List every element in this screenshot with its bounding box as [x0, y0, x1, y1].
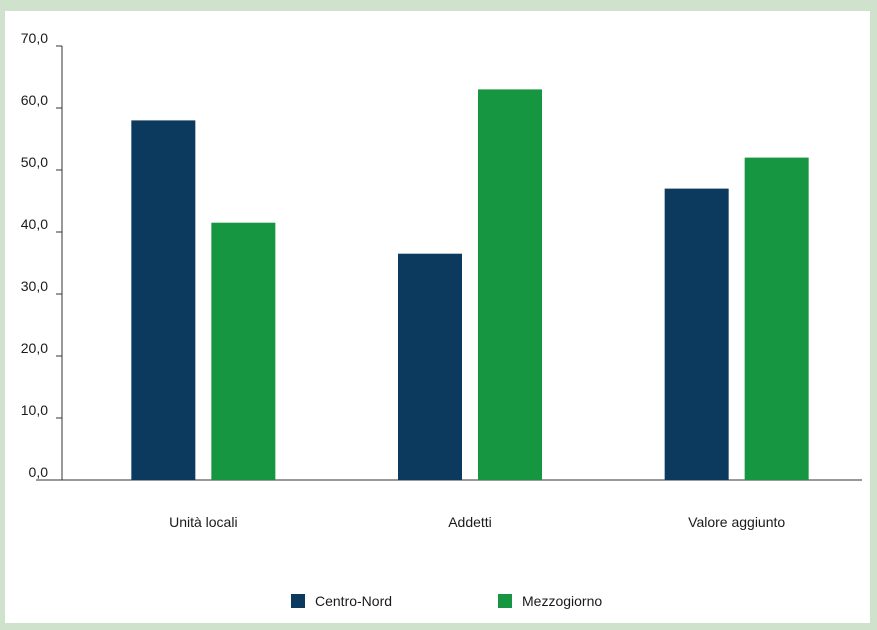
bar-centro-nord-0 [131, 120, 196, 481]
y-tick-label: 50,0 [21, 154, 48, 170]
y-tick-label: 60,0 [21, 92, 48, 108]
y-tick-label: 0,0 [29, 464, 49, 480]
category-label: Valore aggiunto [688, 514, 785, 530]
bar-mezzogiorno-2 [744, 157, 809, 480]
bar-centro-nord-1 [398, 253, 462, 480]
y-tick-label: 40,0 [21, 216, 48, 232]
y-tick-label: 70,0 [21, 30, 48, 46]
y-axis: 0,0 10,0 20,0 30,0 40,0 50,0 60,0 70,0 [21, 30, 63, 481]
y-tick-label: 30,0 [21, 278, 48, 294]
y-tick-label: 10,0 [21, 402, 48, 418]
legend: Centro-Nord Mezzogiorno [291, 593, 602, 609]
category-labels: Unità locali Addetti Valore aggiunto [169, 514, 785, 530]
category-label: Addetti [448, 514, 492, 530]
legend-swatch [498, 594, 512, 608]
bar-mezzogiorno-0 [211, 222, 276, 480]
bar-mezzogiorno-1 [478, 89, 542, 481]
category-label: Unità locali [169, 514, 237, 530]
legend-label: Centro-Nord [315, 593, 392, 609]
bar-centro-nord-2 [664, 188, 729, 480]
y-tick-label: 20,0 [21, 340, 48, 356]
legend-label: Mezzogiorno [522, 593, 602, 609]
bars [131, 89, 809, 481]
legend-swatch [291, 594, 305, 608]
